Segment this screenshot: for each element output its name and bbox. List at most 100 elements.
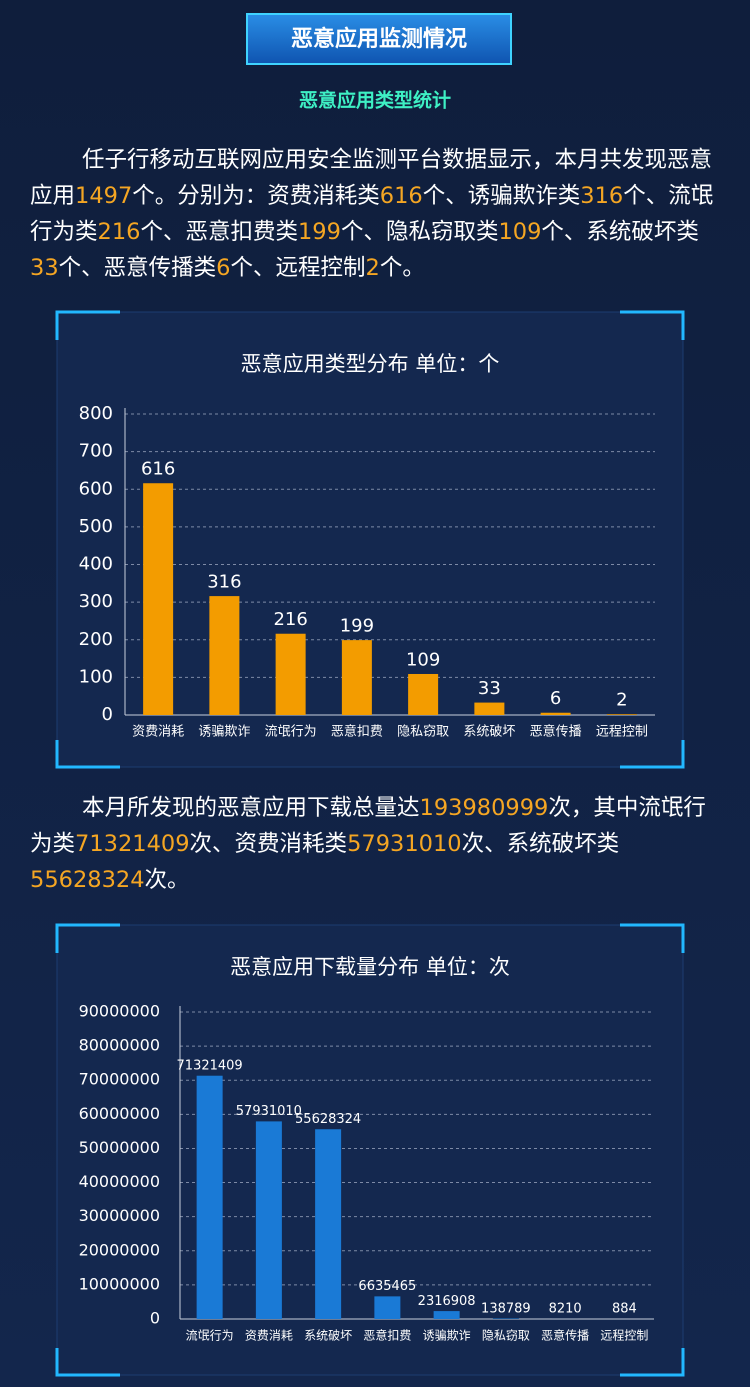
text: 个、系统破坏类	[541, 219, 699, 245]
header-title: 恶意应用监测情况	[291, 26, 467, 52]
bar	[408, 673, 439, 715]
bar	[143, 483, 174, 715]
value-label: 57931010	[236, 1104, 302, 1119]
x-tick-label: 恶意传播	[541, 1328, 589, 1343]
x-tick-label: 诱骗欺诈	[198, 725, 250, 740]
bar	[341, 640, 372, 715]
text: 个、恶意传播类	[58, 255, 217, 281]
y-tick-label: 20000000	[79, 1240, 160, 1259]
bar	[196, 1075, 223, 1319]
y-tick-label: 600	[79, 478, 113, 499]
text: 任子行移动互联网应用安全监测平台数据显示，本月共发现恶意应用	[30, 147, 713, 209]
x-tick-label: 流氓行为	[265, 725, 317, 740]
bar	[374, 1296, 401, 1319]
highlight: 193980999	[419, 795, 549, 821]
x-tick-label: 隐私窃取	[397, 724, 449, 740]
text: 个、流氓行为类	[30, 183, 714, 245]
y-tick-label: 800	[79, 403, 113, 424]
y-tick-label: 30000000	[79, 1206, 160, 1225]
corner	[55, 310, 685, 769]
y-tick-label: 300	[79, 591, 113, 612]
value-label: 616	[141, 459, 175, 480]
value-label: 884	[612, 1302, 637, 1317]
x-tick-label: 资费消耗	[132, 725, 184, 740]
y-tick-label: 0	[102, 704, 113, 725]
x-tick-label: 流氓行为	[186, 1329, 234, 1343]
highlight: 616	[379, 183, 423, 209]
x-tick-label: 远程控制	[600, 1328, 648, 1343]
value-label: 71321409	[177, 1058, 243, 1073]
bar	[433, 1311, 460, 1319]
bar	[474, 702, 505, 715]
highlight: 71321409	[75, 831, 190, 857]
highlight: 199	[297, 219, 341, 245]
bar	[255, 1121, 282, 1319]
text: 个、恶意扣费类	[140, 219, 298, 245]
text: 个、诱骗欺诈类	[422, 183, 581, 209]
text: 个、远程控制	[230, 255, 366, 281]
highlight: 57931010	[347, 831, 462, 857]
x-tick-label: 系统破坏	[304, 1328, 352, 1343]
highlight: 55628324	[30, 867, 145, 893]
text: 个。	[379, 255, 425, 281]
y-tick-label: 50000000	[79, 1138, 160, 1157]
y-tick-label: 100	[79, 666, 113, 687]
value-label: 138789	[481, 1301, 531, 1316]
highlight: 33	[30, 255, 59, 281]
value-label: 216	[273, 609, 307, 630]
y-tick-label: 400	[79, 554, 113, 575]
x-tick-label: 诱骗欺诈	[423, 1328, 471, 1343]
x-tick-label: 恶意扣费	[363, 1328, 411, 1343]
corner	[55, 923, 685, 1377]
y-tick-label: 40000000	[79, 1172, 160, 1191]
value-label: 33	[478, 678, 501, 699]
value-label: 316	[207, 572, 241, 593]
bar	[275, 633, 306, 715]
y-tick-label: 200	[79, 629, 113, 650]
chart-title: 恶意应用类型分布 单位：个	[241, 352, 500, 376]
text: 个。分别为：资费消耗类	[132, 183, 380, 209]
header-box	[246, 13, 512, 65]
value-label: 2316908	[418, 1294, 476, 1309]
highlight: 2	[365, 255, 380, 281]
value-label: 6635465	[358, 1279, 416, 1294]
y-tick-label: 70000000	[79, 1070, 160, 1089]
paragraph: 任子行移动互联网应用安全监测平台数据显示，本月共发现恶意应用1497个。分别为：…	[30, 142, 725, 286]
value-label: 55628324	[295, 1112, 361, 1127]
panel	[56, 924, 684, 1376]
paragraph: 本月所发现的恶意应用下载总量达193980999次，其中流氓行为类7132140…	[30, 790, 725, 898]
value-label: 109	[406, 649, 440, 670]
header: 恶意应用监测情况 恶意应用类型统计	[0, 13, 750, 112]
value-label: 6	[550, 688, 561, 709]
highlight: 109	[498, 219, 542, 245]
y-tick-label: 500	[79, 516, 113, 537]
y-tick-label: 80000000	[79, 1036, 160, 1055]
text: 次。	[144, 867, 190, 893]
highlight: 216	[97, 219, 141, 245]
chart-title: 恶意应用下载量分布 单位：次	[230, 955, 510, 979]
value-label: 199	[340, 616, 374, 637]
text: 次、资费消耗类	[189, 831, 348, 857]
x-tick-label: 恶意扣费	[331, 724, 383, 740]
x-tick-label: 资费消耗	[245, 1329, 293, 1343]
text: 次、系统破坏类	[461, 831, 620, 857]
bar	[209, 596, 240, 715]
y-tick-label: 90000000	[79, 1002, 160, 1021]
subtitle: 恶意应用类型统计	[299, 89, 451, 112]
highlight: 316	[580, 183, 624, 209]
x-tick-label: 恶意传播	[530, 724, 582, 740]
y-tick-label: 60000000	[79, 1104, 160, 1123]
x-tick-label: 隐私窃取	[482, 1328, 530, 1343]
text: 个、隐私窃取类	[340, 219, 499, 245]
bar	[315, 1129, 342, 1319]
highlight: 1497	[75, 183, 133, 209]
highlight: 6	[216, 255, 231, 281]
value-label: 8210	[549, 1302, 582, 1317]
text: 本月所发现的恶意应用下载总量达	[82, 795, 420, 821]
value-label: 2	[616, 690, 627, 711]
panel-frame	[55, 923, 685, 1377]
bar	[606, 714, 637, 715]
x-tick-label: 系统破坏	[463, 725, 515, 740]
